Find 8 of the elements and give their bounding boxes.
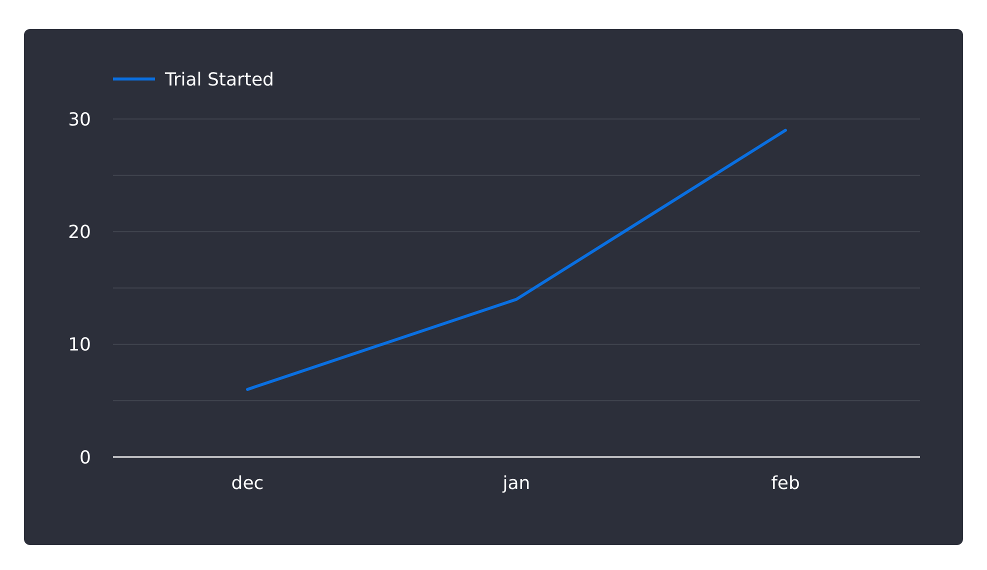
x-tick-label: feb xyxy=(771,473,800,494)
y-tick-label: 0 xyxy=(80,447,91,468)
x-tick-label: jan xyxy=(502,473,530,494)
y-tick-label: 10 xyxy=(68,334,91,356)
y-tick-label: 20 xyxy=(68,222,91,243)
x-tick-label: dec xyxy=(231,473,264,494)
legend-label: Trial Started xyxy=(164,69,274,90)
y-tick-label: 30 xyxy=(68,109,91,130)
